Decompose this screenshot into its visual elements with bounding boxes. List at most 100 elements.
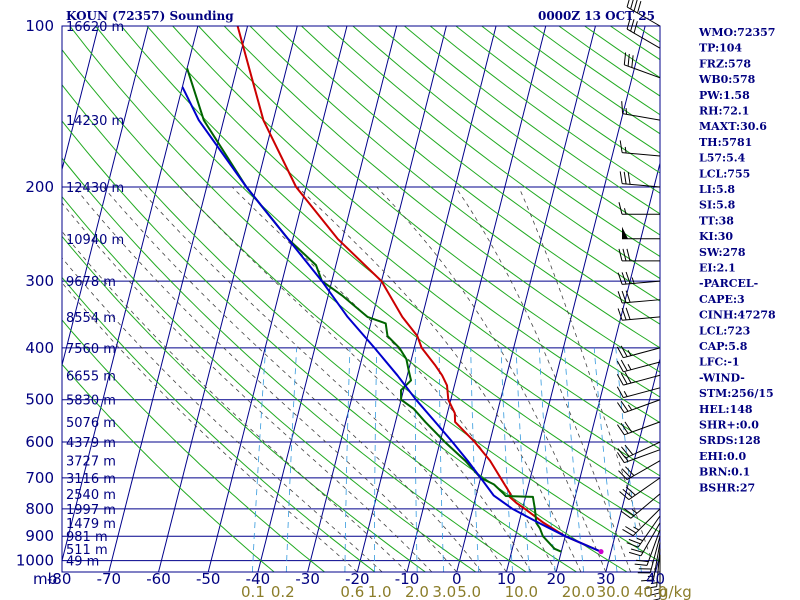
dry-adiabat-line [507, 26, 660, 135]
index-item: SHR+:0.0 [699, 419, 759, 432]
index-item: HEL:148 [699, 403, 753, 416]
wind-barb [622, 508, 661, 537]
wind-barb [620, 493, 661, 519]
index-item: SRDS:128 [699, 434, 761, 447]
pressure-tick-label: 100 [25, 17, 54, 35]
wind-barb [626, 17, 661, 49]
pressure-tick-label: 600 [25, 433, 54, 451]
dry-adiabat-line [62, 363, 275, 572]
pressure-tick-label: 400 [25, 339, 54, 357]
pressure-tick-label: 1000 [16, 552, 54, 570]
dry-adiabat-line [69, 26, 660, 533]
index-item: CAP:5.8 [699, 340, 748, 353]
index-item: PW:1.58 [699, 89, 750, 102]
isotherm-line [356, 26, 497, 572]
dry-adiabat-line [584, 26, 660, 79]
dry-adiabat-line [146, 26, 660, 450]
height-label: 7560 m [66, 342, 116, 357]
mixing-ratio-line [470, 347, 480, 572]
isotherm-line [62, 26, 99, 172]
pressure-tick-label: 900 [25, 527, 54, 545]
wind-barb [617, 307, 661, 321]
wind-barb [618, 202, 661, 215]
index-item: RH:72.1 [699, 105, 749, 118]
index-item: TH:5781 [699, 136, 752, 149]
chart-time: 0000Z 13 OCT 25 [538, 9, 655, 23]
dry-adiabat-line [95, 26, 660, 505]
dry-adiabat-line [62, 319, 325, 572]
dry-adiabat-line [326, 26, 660, 280]
wind-barb [621, 226, 661, 240]
surface-marker [598, 549, 604, 555]
height-label: 49 m [66, 555, 99, 570]
height-label: 5830 m [66, 394, 116, 409]
dry-adiabat-line [172, 26, 660, 424]
mixing-ratio-line [252, 347, 267, 572]
moist-adiabat-line [103, 186, 482, 572]
index-item: EHI:0.0 [699, 450, 746, 463]
temperature-tick-label: -50 [196, 570, 221, 588]
mixing-ratio-label: 20.0 [562, 583, 595, 600]
chart-title: KOUN (72357) Sounding [66, 9, 234, 23]
isotherm-line [108, 26, 249, 572]
mixing-ratio-line [500, 347, 513, 572]
index-item: SW:278 [699, 246, 746, 259]
mixing-ratio-line [438, 347, 445, 572]
height-label: 16620 m [66, 20, 124, 35]
dry-adiabat-line [198, 26, 660, 398]
wind-barb [628, 522, 661, 557]
wind-barb [616, 359, 661, 373]
wind-barbs [616, 0, 661, 600]
dewpoint-profile [186, 67, 562, 553]
height-label: 3116 m [66, 472, 116, 487]
dry-adiabat-line [249, 26, 660, 349]
isotherm-line [207, 26, 348, 572]
wind-barb [617, 271, 661, 285]
index-item: MAXT:30.6 [699, 120, 767, 133]
index-item: TT:38 [699, 214, 734, 227]
height-label: 981 m [66, 530, 108, 545]
height-label: 1997 m [66, 503, 116, 518]
mixing-ratio-label: g/kg [659, 583, 692, 600]
index-item: KI:30 [699, 230, 733, 243]
index-item: BSHR:27 [699, 481, 755, 494]
mixing-ratio-label: 2.0 [405, 583, 429, 600]
isotherm-line [505, 26, 646, 572]
index-item: LCL:755 [699, 167, 750, 180]
dry-adiabat-line [62, 48, 660, 563]
moist-adiabat-line [297, 186, 582, 572]
index-item: WB0:578 [698, 73, 756, 86]
height-label: 511 m [66, 543, 108, 558]
mixing-ratio-line [564, 347, 585, 572]
index-item: LCL:723 [699, 324, 750, 337]
dry-adiabat-line [532, 26, 660, 116]
index-item: EI:2.1 [699, 262, 736, 275]
wind-barb [644, 548, 661, 590]
wind-barb [641, 542, 661, 582]
mixing-ratio-label: 1.0 [368, 583, 392, 600]
wind-barb [617, 290, 661, 304]
height-label: 5076 m [66, 416, 116, 431]
index-item: CAPE:3 [699, 293, 745, 306]
mixing-ratio-line [414, 347, 418, 572]
moist-adiabat-line [137, 186, 507, 572]
dry-adiabat-line [62, 276, 376, 572]
dry-adiabat-line [62, 235, 426, 572]
temperature-tick-label: 20 [547, 570, 566, 588]
sounding-indices: WMO:72357 TP:104 FRZ:578 WB0:578 PW:1.58 RH:7… [698, 26, 776, 494]
temperature-tick-label: 40 [646, 570, 665, 588]
isotherm-line [62, 26, 149, 368]
index-item: STM:256/15 [699, 387, 774, 400]
wind-barb [634, 529, 661, 566]
dry-adiabat-line [352, 26, 660, 258]
index-item: L57:5.4 [699, 152, 746, 165]
height-label: 4379 m [66, 436, 116, 451]
wind-barb [637, 536, 661, 574]
height-label: 3727 m [66, 455, 116, 470]
mixing-ratio-label: 0.6 [340, 583, 364, 600]
isotherm-line [456, 26, 596, 572]
height-label: 10940 m [66, 233, 124, 248]
wind-barb [616, 386, 661, 399]
